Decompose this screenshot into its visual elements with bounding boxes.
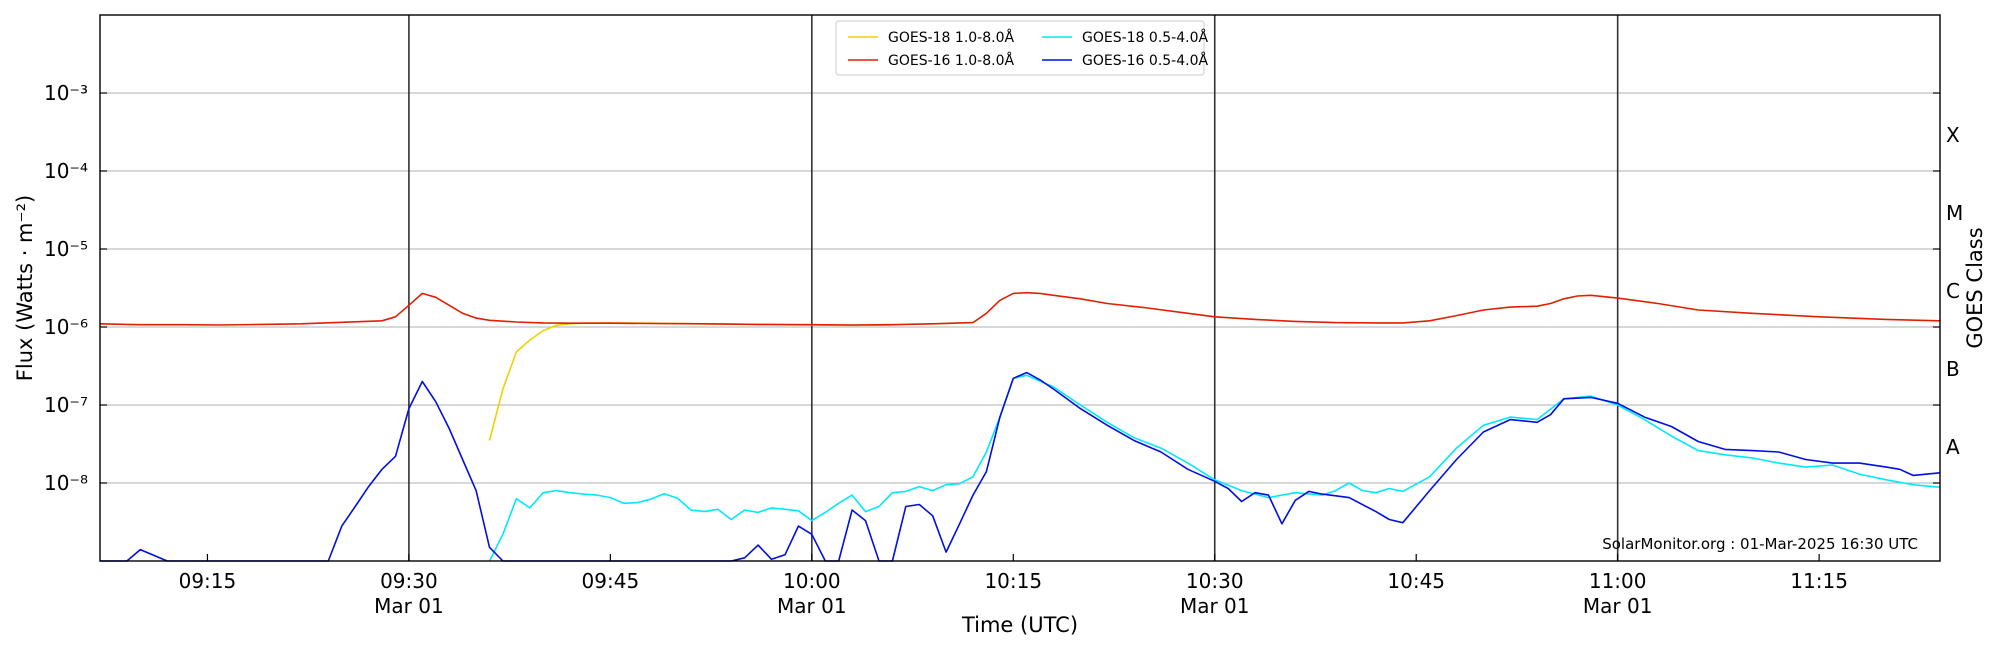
goes-class-labels: A B C M X (1946, 123, 1963, 459)
x-tick-label: 09:45 (582, 569, 640, 593)
legend-label: GOES-18 0.5-4.0Å (1082, 29, 1208, 46)
goes-class-label: X (1946, 123, 1960, 147)
goes-class-label: B (1946, 357, 1960, 381)
y-axis-title: Flux (Watts · m⁻²) (13, 195, 37, 381)
legend-label: GOES-18 1.0-8.0Å (888, 29, 1014, 46)
legend-box (835, 20, 1205, 76)
series-group (99, 291, 1941, 562)
goes-class-label: C (1946, 279, 1960, 303)
x-tick-date-label: Mar 01 (777, 594, 847, 618)
right-axis-title: GOES Class (1963, 227, 1987, 348)
goes-class-label: A (1946, 435, 1960, 459)
x-tick-label: 11:00 (1589, 569, 1647, 593)
legend-label: GOES-16 1.0-8.0Å (888, 52, 1014, 69)
y-tick-label: 10⁻⁸ (44, 471, 88, 495)
x-tick-label: 10:45 (1387, 569, 1445, 593)
x-tick-label: 09:30 (380, 569, 438, 593)
y-tick-label: 10⁻⁷ (44, 393, 88, 417)
y-tick-label: 10⁻⁶ (44, 315, 88, 339)
series-line-3 (100, 371, 1941, 562)
y-tick-label: 10⁻⁵ (44, 237, 88, 261)
grid-lines (100, 92, 1940, 484)
legend: GOES-18 1.0-8.0Å GOES-16 1.0-8.0Å GOES-18 … (835, 20, 1208, 76)
x-tick-label: 10:00 (783, 569, 841, 593)
goes-class-label: M (1946, 201, 1963, 225)
vertical-day-lines (408, 15, 1619, 561)
x-tick-label: 10:15 (984, 569, 1042, 593)
x-tick-date-label: Mar 01 (1180, 594, 1250, 618)
x-tick-date-label: Mar 01 (1583, 594, 1653, 618)
x-axis-title: Time (UTC) (961, 613, 1078, 637)
plot-frame (99, 14, 1941, 562)
y-tick-label: 10⁻⁴ (44, 159, 88, 183)
y-tick-label: 10⁻³ (44, 81, 88, 105)
series-line-1 (99, 291, 1941, 326)
x-tick-label: 11:15 (1790, 569, 1848, 593)
y-axis-ticks: 10⁻⁸ 10⁻⁷ 10⁻⁶ 10⁻⁵ 10⁻⁴ 10⁻³ (44, 81, 1940, 495)
x-tick-label: 09:15 (179, 569, 237, 593)
legend-label: GOES-16 0.5-4.0Å (1082, 52, 1208, 69)
watermark-text: SolarMonitor.org : 01-Mar-2025 16:30 UTC (1602, 535, 1918, 553)
x-tick-date-label: Mar 01 (374, 594, 444, 618)
x-tick-label: 10:30 (1186, 569, 1244, 593)
